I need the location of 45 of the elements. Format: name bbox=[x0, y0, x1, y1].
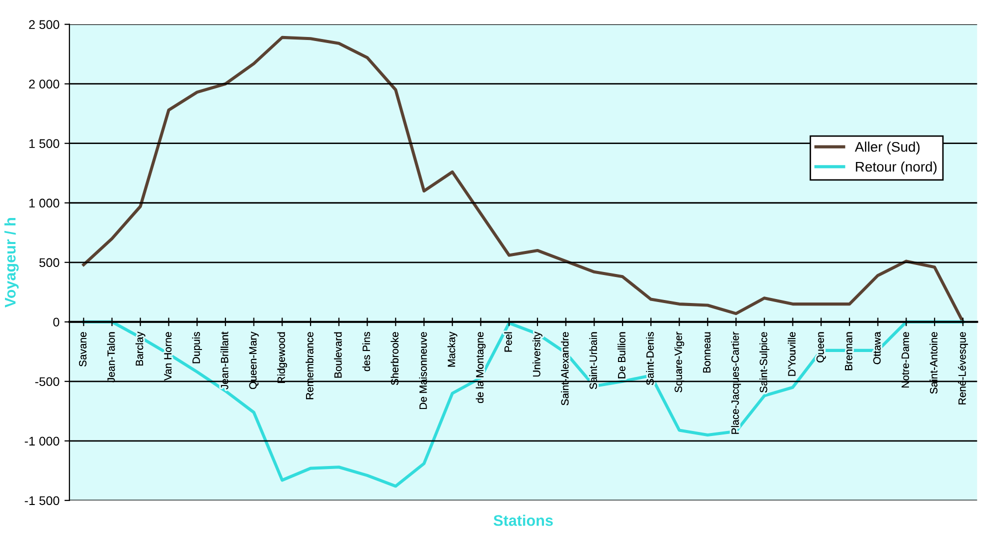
x-tick-label: Boulevard bbox=[334, 332, 342, 378]
y-tick-label: -500 bbox=[35, 377, 60, 386]
y-tick-label: 2 500 bbox=[29, 20, 60, 29]
line-series bbox=[82, 36, 964, 324]
legend-label: Aller (Sud) bbox=[854, 142, 920, 155]
x-tick-label: Saint-Alexandre bbox=[560, 332, 569, 406]
x-tick-label: De Bullion bbox=[618, 332, 626, 378]
x-tick-label: Square-Viger bbox=[674, 332, 684, 392]
x-tick-label: Place-Jacques-Cartier bbox=[731, 332, 741, 434]
y-tick-label: 1 500 bbox=[29, 139, 60, 148]
x-tick-label: Peel bbox=[504, 332, 512, 352]
x-tick-label: des Pins bbox=[362, 332, 370, 372]
x-tick-label: Notre-Dame bbox=[902, 332, 910, 388]
y-tick-label: 2 000 bbox=[29, 80, 60, 89]
x-tick-label: Mackay bbox=[448, 332, 458, 367]
x-tick-label: Queen bbox=[816, 332, 826, 362]
y-tick-label: -1 000 bbox=[24, 436, 60, 446]
x-tick-label: D'Youville bbox=[788, 332, 796, 376]
x-tick-label: Ridgewood bbox=[277, 332, 288, 383]
y-tick-label: 500 bbox=[39, 258, 60, 268]
x-axis-title: Stations bbox=[494, 514, 553, 526]
x-tick-label: Remembrance bbox=[306, 332, 314, 400]
x-tick-label: Saint-Sulpice bbox=[760, 332, 770, 393]
x-tick-label: Barclay bbox=[135, 332, 146, 366]
y-tick-label: 0 bbox=[53, 318, 60, 327]
y-tick-label: -1 500 bbox=[24, 496, 60, 506]
x-tick-label: Jean-Brillant bbox=[220, 332, 228, 390]
x-tick-label: Saint-Antoine bbox=[930, 332, 938, 394]
x-tick-label: Brennan bbox=[845, 332, 852, 370]
x-tick-label: Bonneau bbox=[703, 332, 710, 372]
x-tick-label: Savane bbox=[79, 332, 86, 366]
x-tick-label: Sherbrooke bbox=[390, 332, 398, 385]
x-tick-label: Ottawa bbox=[873, 332, 881, 364]
x-tick-label: De Maisonneuve bbox=[419, 332, 427, 409]
y-tick-label: 1 000 bbox=[29, 198, 60, 208]
x-tick-label: René-Lévesque bbox=[958, 332, 968, 404]
legend-label: Retour (nord) bbox=[856, 161, 937, 174]
x-tick-label: Saint-Urbain bbox=[589, 332, 597, 390]
x-tick-label: Van Horne bbox=[164, 332, 172, 381]
x-tick-label: Queen-Mary bbox=[249, 332, 259, 390]
x-tick-label: Saint-Denis bbox=[646, 332, 654, 385]
x-tick-label: Jean-Talon bbox=[107, 332, 115, 382]
y-axis-title: Voyageur / h bbox=[4, 218, 19, 308]
x-tick-label: Dupuis bbox=[192, 332, 202, 364]
x-tick-label: University bbox=[532, 332, 542, 377]
